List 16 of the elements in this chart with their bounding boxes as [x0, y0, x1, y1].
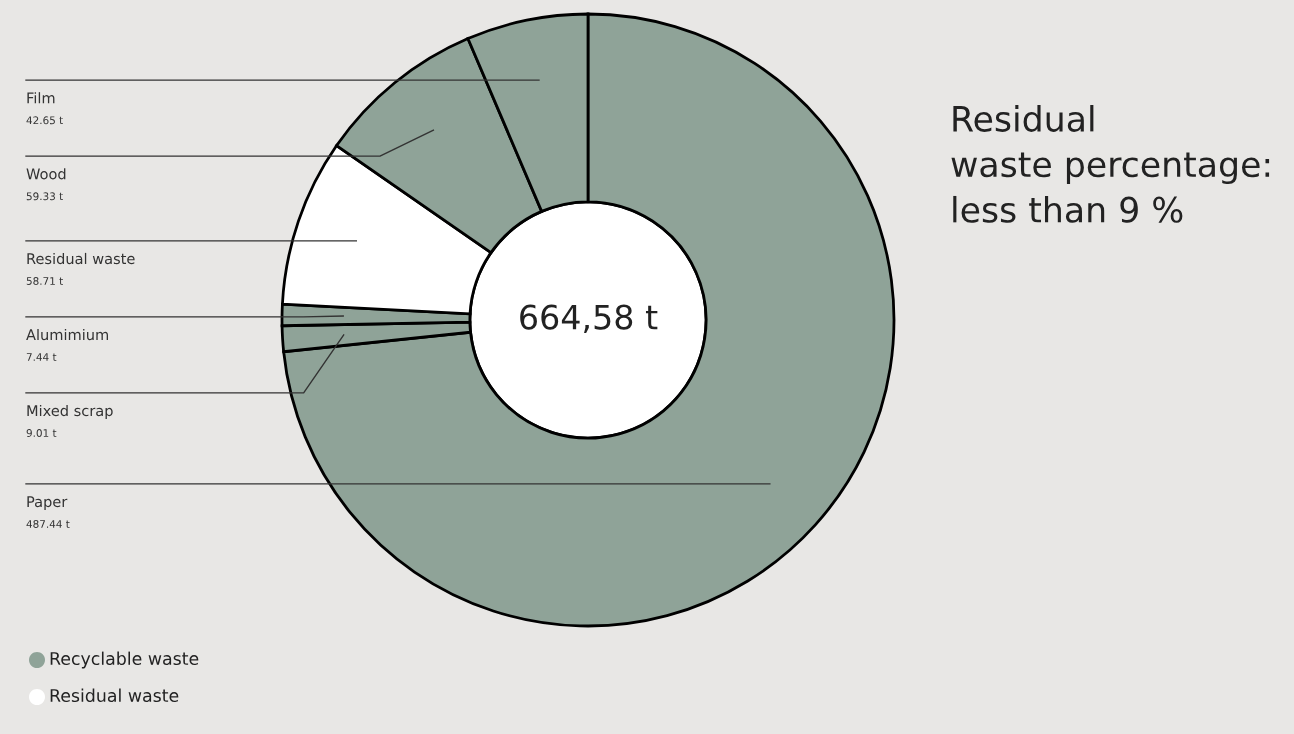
data-label: 487.44 t	[26, 520, 70, 528]
text: Recyclable waste	[50, 651, 199, 669]
text: Residual waste	[50, 688, 179, 703]
slice-label: Mixed scrap	[27, 404, 113, 419]
data-label: 7.44 t	[26, 353, 57, 361]
data-label: 58.71 t	[26, 277, 63, 285]
slice-label: Paper	[27, 496, 68, 510]
data-label: 42.65 t	[26, 116, 63, 125]
data-label: 59.33 t	[26, 192, 63, 201]
text: Residual waste percentage: less than 9 %	[951, 105, 1270, 223]
slice-label: Residual waste	[27, 252, 135, 265]
data-label: 9.01 t	[26, 429, 57, 437]
text: 664,58 t	[520, 304, 658, 334]
slice-label: Wood	[26, 168, 66, 180]
slice-label: Film	[27, 92, 55, 104]
slice-label: Alumimium	[26, 328, 108, 341]
